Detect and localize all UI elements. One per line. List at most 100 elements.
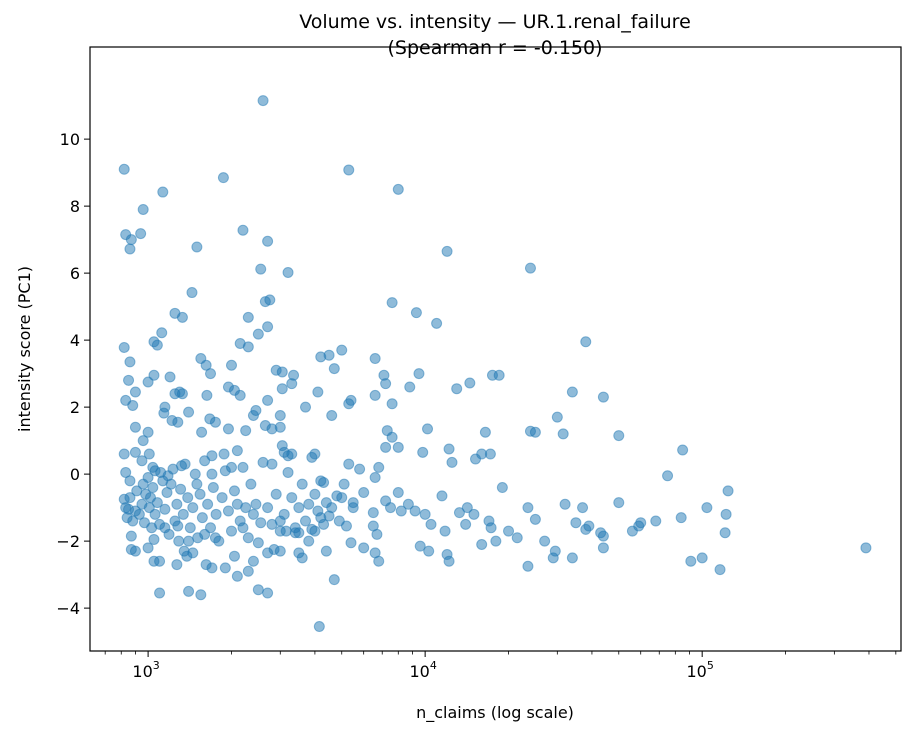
data-point — [148, 555, 160, 567]
data-point — [173, 535, 185, 547]
x-axis-label: n_claims (log scale) — [416, 703, 574, 723]
data-point — [522, 560, 534, 572]
data-point — [464, 377, 476, 389]
data-point — [255, 517, 267, 529]
data-point — [343, 398, 355, 410]
data-point — [242, 532, 254, 544]
data-point — [123, 374, 135, 386]
y-axis: −4 −2 0 2 4 6 8 10 — [56, 130, 90, 618]
data-point — [392, 183, 404, 195]
data-point — [186, 287, 198, 299]
points-layer — [118, 95, 872, 633]
data-point — [306, 451, 318, 463]
data-point — [312, 386, 324, 398]
data-point — [127, 515, 139, 527]
data-point — [142, 376, 154, 388]
data-point — [164, 371, 176, 383]
data-point — [333, 515, 345, 527]
x-tick-exponent: 3 — [153, 659, 160, 672]
data-point — [677, 444, 689, 456]
data-point — [436, 490, 448, 502]
data-point — [237, 522, 249, 534]
data-point — [176, 460, 188, 472]
x-tick-base: 10 — [132, 662, 152, 681]
data-point — [183, 585, 195, 597]
data-point — [468, 508, 480, 520]
data-point — [662, 470, 674, 482]
data-point — [222, 423, 234, 435]
data-point — [583, 520, 595, 532]
data-point — [423, 545, 435, 557]
data-point — [154, 587, 166, 599]
data-point — [422, 423, 434, 435]
data-point — [315, 512, 327, 524]
data-point — [225, 461, 237, 473]
data-point — [490, 535, 502, 547]
data-point — [293, 547, 305, 559]
data-point — [252, 584, 264, 596]
data-point — [136, 455, 148, 467]
data-point — [247, 508, 259, 520]
data-point — [309, 488, 321, 500]
data-point — [151, 497, 163, 509]
data-point — [476, 538, 488, 550]
data-point — [202, 498, 214, 510]
data-point — [133, 508, 145, 520]
data-point — [172, 520, 184, 532]
data-point — [354, 463, 366, 475]
data-point — [137, 435, 149, 447]
data-point — [252, 328, 264, 340]
data-point — [343, 458, 355, 470]
data-point — [242, 341, 254, 353]
data-point — [228, 550, 240, 562]
data-point — [262, 394, 274, 406]
data-point — [282, 266, 294, 278]
data-point — [124, 243, 136, 255]
data-point — [222, 505, 234, 517]
data-point — [296, 478, 308, 490]
data-point — [118, 341, 130, 353]
data-point — [557, 428, 569, 440]
data-point — [142, 426, 154, 438]
data-point — [328, 574, 340, 586]
data-point — [217, 172, 229, 184]
data-point — [175, 483, 187, 495]
data-point — [460, 518, 472, 530]
data-point — [392, 487, 404, 499]
data-point — [414, 540, 426, 552]
data-point — [696, 552, 708, 564]
data-point — [264, 294, 276, 306]
x-tick-label: 104 — [409, 659, 436, 681]
data-point — [367, 507, 379, 519]
data-point — [613, 430, 625, 442]
data-point — [328, 363, 340, 375]
data-point — [247, 409, 259, 421]
data-point — [274, 525, 286, 537]
data-point — [196, 426, 208, 438]
data-point — [720, 508, 732, 520]
data-point — [125, 543, 137, 555]
data-point — [189, 468, 201, 480]
data-point — [143, 448, 155, 460]
data-point — [148, 533, 160, 545]
data-point — [369, 471, 381, 483]
data-point — [257, 456, 269, 468]
data-point — [124, 492, 136, 504]
x-tick-base: 10 — [409, 662, 429, 681]
data-point — [247, 555, 259, 567]
data-point — [373, 461, 385, 473]
data-point — [559, 498, 571, 510]
data-point — [242, 565, 254, 577]
data-point — [345, 537, 357, 549]
data-point — [125, 234, 137, 246]
data-point — [184, 522, 196, 534]
data-point — [524, 262, 536, 274]
data-point — [549, 545, 561, 557]
data-point — [551, 411, 563, 423]
data-point — [597, 391, 609, 403]
data-point — [380, 378, 392, 390]
data-point — [597, 530, 609, 542]
data-point — [369, 389, 381, 401]
data-point — [177, 508, 189, 520]
